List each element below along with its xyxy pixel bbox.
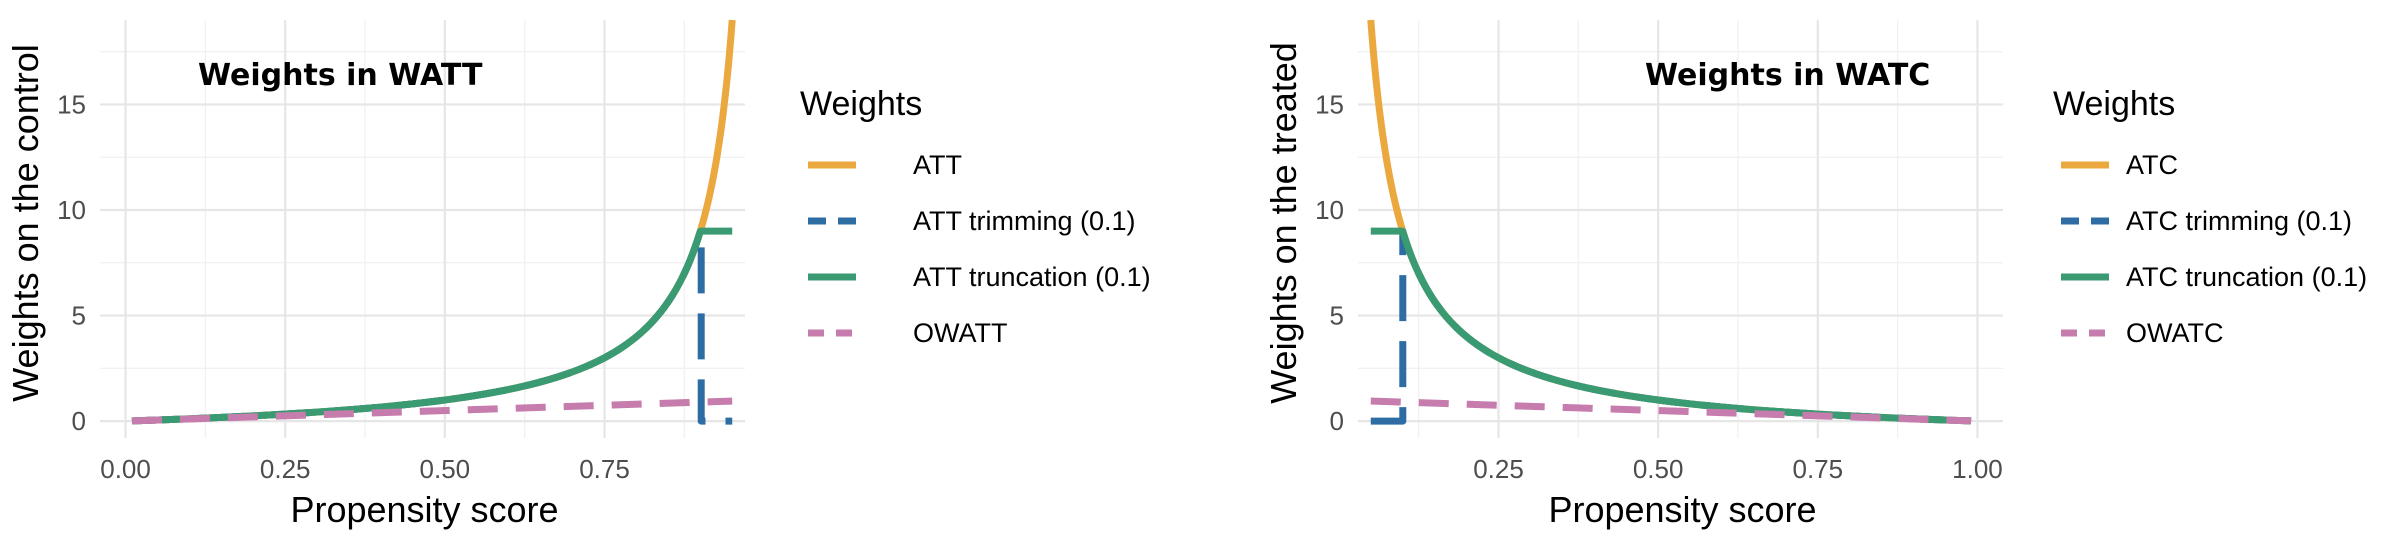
legend-label: ATC trimming (0.1) bbox=[2126, 206, 2352, 236]
series-line-att-truncation-0-1 bbox=[129, 227, 735, 425]
legend-label: ATC truncation (0.1) bbox=[2126, 262, 2367, 292]
panel-title: Weights in WATT bbox=[198, 58, 483, 93]
legend-label: ATC bbox=[2126, 150, 2178, 180]
x-tick-label: 0.50 bbox=[420, 454, 471, 484]
x-tick-label: 0.50 bbox=[1633, 454, 1684, 484]
y-tick-label: 0 bbox=[72, 406, 86, 436]
legend-label: ATT bbox=[913, 150, 962, 180]
y-tick-label: 5 bbox=[72, 301, 86, 331]
y-tick-label: 15 bbox=[57, 89, 86, 119]
legend: Weights ATT ATT trimming (0.1) ATT truncati… bbox=[800, 85, 1151, 348]
y-tick-label: 0 bbox=[1330, 406, 1344, 436]
grid bbox=[1358, 20, 2003, 438]
y-tick-label: 10 bbox=[57, 195, 86, 225]
y-tick-label: 5 bbox=[1330, 301, 1344, 331]
legend-label: OWATC bbox=[2126, 318, 2223, 348]
y-tick-label: 15 bbox=[1315, 89, 1344, 119]
panel-title: Weights in WATC bbox=[1645, 58, 1930, 93]
legend-title: Weights bbox=[2053, 85, 2175, 123]
y-axis-title: Weights on the treated bbox=[1263, 42, 1304, 404]
x-tick-label: 1.00 bbox=[1952, 454, 2003, 484]
x-tick-label: 0.00 bbox=[100, 454, 151, 484]
y-tick-label: 10 bbox=[1315, 195, 1344, 225]
legend-title: Weights bbox=[800, 85, 922, 123]
x-axis-title: Propensity score bbox=[290, 489, 558, 530]
series-line-att-trimming-0-1 bbox=[129, 227, 735, 425]
x-tick-label: 0.25 bbox=[1473, 454, 1524, 484]
series-line-atc-trimming-0-1 bbox=[1368, 227, 1974, 425]
legend-label: ATT truncation (0.1) bbox=[913, 262, 1151, 292]
y-axis-title: Weights on the control bbox=[5, 44, 46, 402]
series-line-owatt bbox=[129, 397, 735, 425]
legend-label: OWATT bbox=[913, 318, 1007, 348]
x-tick-label: 0.75 bbox=[1792, 454, 1843, 484]
series-group bbox=[1367, 19, 1974, 425]
legend: Weights ATC ATC trimming (0.1) ATC truncati… bbox=[2053, 85, 2367, 348]
legend-label: ATT trimming (0.1) bbox=[913, 206, 1136, 236]
x-axis-title: Propensity score bbox=[1548, 489, 1816, 530]
x-tick-label: 0.75 bbox=[579, 454, 630, 484]
panel-watc: 0.25 0.50 0.75 1.00 0 5 10 15 Weights in WATC Pro… bbox=[1263, 19, 2367, 530]
series-line-atc-truncation-0-1 bbox=[1368, 227, 1974, 425]
grid bbox=[100, 20, 745, 438]
series-group bbox=[129, 19, 736, 425]
x-tick-label: 0.25 bbox=[260, 454, 311, 484]
panel-watt: 0.00 0.25 0.50 0.75 0 5 10 15 Weights in WATT Pro… bbox=[5, 19, 1151, 530]
series-line-owatc bbox=[1368, 397, 1974, 425]
